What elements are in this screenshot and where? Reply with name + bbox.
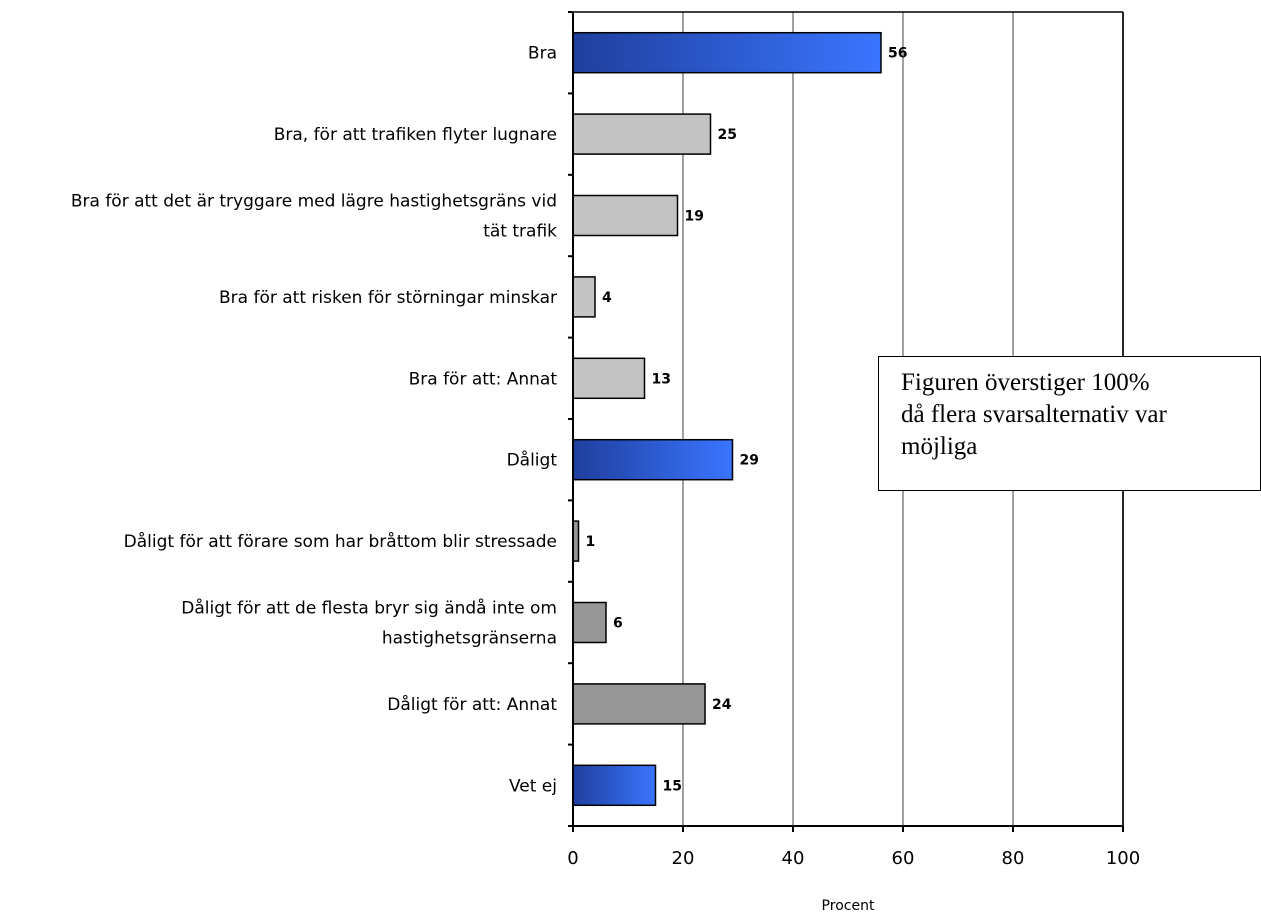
data-label: 4 (602, 290, 612, 306)
data-label: 13 (652, 371, 671, 387)
bar (572, 357, 646, 400)
labels: 56 Bra 25 Bra, för att trafiken flyter lugn… (71, 44, 1140, 869)
data-label: 15 (663, 778, 682, 794)
category-label: Dåligt (507, 450, 558, 471)
category-label: hastighetsgränserna (382, 629, 557, 649)
bar (572, 601, 607, 644)
data-label: 56 (888, 46, 907, 62)
data-label: 25 (718, 127, 737, 143)
x-tick-label: 80 (1002, 848, 1025, 869)
category-label: Dåligt för att förare som har bråttom bl… (124, 531, 557, 552)
bar (572, 683, 706, 725)
bar (572, 764, 657, 807)
x-tick-label: 0 (567, 848, 578, 869)
annotation-box: Figuren överstiger 100% då flera svarsal… (878, 356, 1261, 491)
annotation-line: då flera svarsalternativ var (901, 401, 1167, 428)
category-label: Bra, för att trafiken flyter lugnare (274, 125, 557, 145)
bars (572, 31, 882, 807)
x-tick-label: 20 (672, 848, 695, 869)
category-label: Bra för att det är tryggare med lägre ha… (71, 192, 557, 212)
data-label: 1 (586, 534, 596, 550)
category-label: tät trafik (483, 222, 557, 242)
category-label: Dåligt för att de flesta bryr sig ändå i… (181, 598, 557, 619)
data-label: 29 (740, 453, 759, 469)
category-label: Dåligt för att: Annat (387, 694, 557, 715)
annotation-line: möjliga (901, 433, 978, 460)
category-label: Bra för att: Annat (409, 369, 558, 389)
bar (572, 276, 596, 318)
x-tick-label: 60 (892, 848, 915, 869)
data-label: 6 (613, 616, 623, 632)
data-label: 19 (685, 209, 704, 225)
bar (572, 194, 679, 237)
category-label: Bra för att risken för störningar minska… (219, 288, 557, 308)
data-label: 24 (712, 697, 732, 713)
annotation-line: Figuren överstiger 100% (901, 369, 1150, 396)
bar (572, 438, 734, 481)
category-label: Vet ej (509, 776, 557, 796)
bar (572, 31, 882, 74)
x-axis-title: Procent (822, 898, 875, 912)
bar (572, 113, 712, 155)
x-tick-label: 40 (782, 848, 805, 869)
category-label: Bra (528, 44, 557, 64)
x-tick-label: 100 (1106, 848, 1140, 869)
